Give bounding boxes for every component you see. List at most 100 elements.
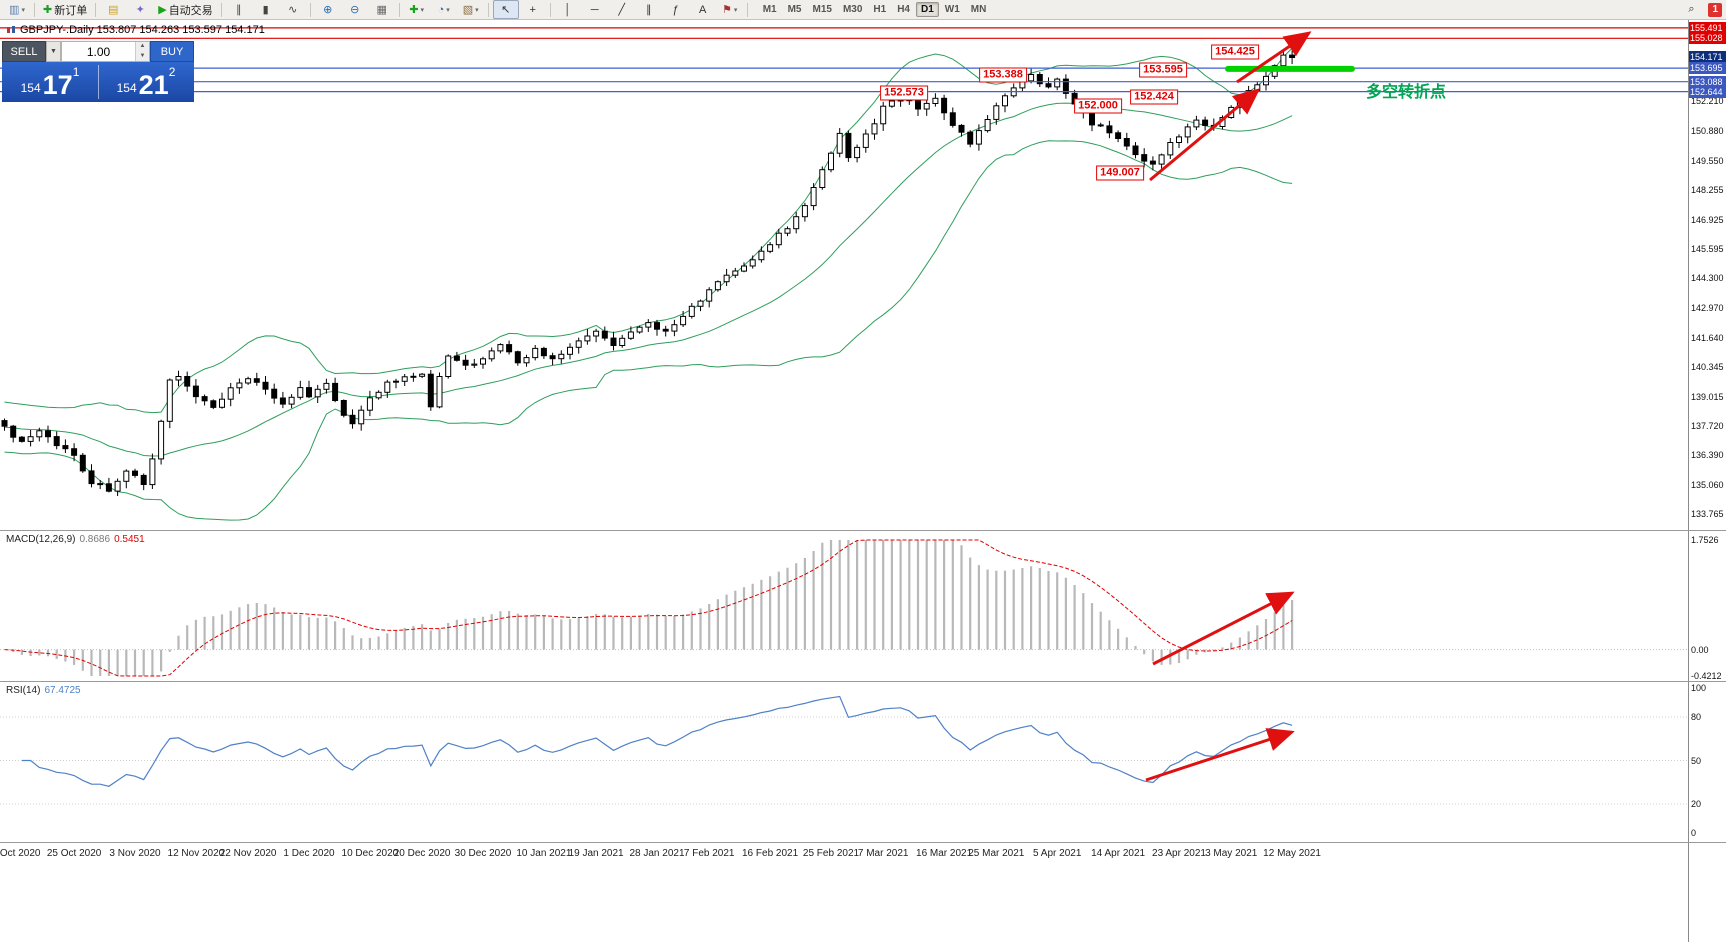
navigator-icon: ✦ [135, 4, 145, 16]
price-label-annotation[interactable]: 152.424 [1130, 89, 1178, 105]
new-order-button[interactable]: ✚ 新订单 [39, 0, 91, 19]
timeframe-d1[interactable]: D1 [916, 2, 939, 17]
time-axis[interactable]: 15 Oct 2020 25 Oct 2020 3 Nov 2020 12 Nov 2… [0, 848, 1321, 859]
pane-separator[interactable] [0, 842, 1726, 843]
timeframe-m30[interactable]: M30 [842, 4, 863, 15]
candle-body [366, 397, 373, 411]
chevron-down-icon: ▾ [475, 6, 479, 14]
timeframe-h1[interactable]: H1 [873, 4, 887, 15]
candle-body [514, 351, 521, 364]
timeframe-m5[interactable]: M5 [787, 4, 802, 15]
trend-arrows[interactable] [1145, 31, 1312, 782]
price-label-annotation[interactable]: 149.007 [1096, 165, 1144, 181]
sell-button[interactable]: SELL [2, 41, 46, 62]
annotation-note[interactable]: 多空转折点 [1366, 84, 1447, 101]
candle-body [1045, 83, 1052, 88]
buy-button[interactable]: BUY [150, 41, 194, 62]
market-watch-button[interactable]: ▤ [100, 0, 126, 19]
price-chart-canvas[interactable]: 15 Oct 2020 25 Oct 2020 3 Nov 2020 12 Nov 2… [0, 20, 1688, 942]
candle-body [636, 326, 643, 333]
price-axis-tag: 152.644 [1689, 85, 1726, 98]
fibonacci-button[interactable]: ƒ [663, 0, 689, 19]
arrows-button[interactable]: ⚑ ▾ [717, 0, 743, 19]
tile-windows-button[interactable]: ▦ [369, 0, 395, 19]
candle-body [340, 400, 347, 416]
candle-body [532, 347, 539, 359]
candle-body [801, 205, 808, 218]
trend-arrow [1152, 591, 1295, 666]
navigator-button[interactable]: ✦ [127, 0, 153, 19]
price-label-annotation[interactable]: 153.388 [979, 67, 1027, 83]
candle-body [497, 344, 504, 352]
pane-separator[interactable] [0, 681, 1726, 682]
indicators-icon: ✚ [409, 4, 419, 16]
price-label-annotation[interactable]: 152.000 [1074, 98, 1122, 114]
autotrading-button[interactable]: ▶ 自动交易 [154, 0, 216, 19]
candle-body [236, 382, 243, 389]
price-axis[interactable]: 152.210 150.880 149.550 148.255 146.925 145.5… [1688, 20, 1726, 942]
volume-input[interactable] [62, 42, 135, 61]
price-axis-tick: 152.210 [1691, 96, 1724, 107]
periods-button[interactable]: ◔ ▾ [431, 0, 457, 19]
volume-down-icon[interactable]: ▼ [136, 51, 149, 61]
candle-body [1141, 154, 1148, 162]
trendline-button[interactable]: ╱ [609, 0, 635, 19]
candle-body [1, 420, 8, 427]
channel-button[interactable]: ∥ [636, 0, 662, 19]
indicators-button[interactable]: ✚ ▾ [404, 0, 430, 19]
price-label-annotation[interactable]: 154.425 [1211, 44, 1259, 60]
timeframe-mn[interactable]: MN [970, 4, 987, 15]
timeframe-m15[interactable]: M15 [812, 4, 832, 15]
candlestick-icon [7, 26, 15, 33]
chevron-down-icon: ▾ [733, 6, 738, 14]
buy-price[interactable]: 154 21 2 [116, 65, 176, 100]
timeframe-m1[interactable]: M1 [762, 4, 777, 15]
date-label: 7 Feb 2021 [684, 848, 735, 859]
date-label: 3 Nov 2020 [109, 848, 161, 859]
candlestick-chart-button[interactable]: ▮ [253, 0, 279, 19]
templates-button[interactable]: ▧ ▾ [458, 0, 484, 19]
candle-body [27, 436, 34, 442]
horizontal-line-button[interactable]: ─ [582, 0, 608, 19]
candle-body [1115, 132, 1122, 140]
line-chart-button[interactable]: ∿ [280, 0, 306, 19]
price-label-annotation[interactable]: 153.595 [1139, 62, 1187, 78]
text-button[interactable]: A [690, 0, 716, 19]
zoom-out-icon: ⊖ [350, 4, 360, 16]
pane-separator[interactable] [0, 530, 1726, 531]
candle-body [45, 430, 51, 438]
candle-body [1289, 54, 1296, 58]
crosshair-icon: + [529, 3, 536, 16]
candle-body [262, 381, 269, 390]
date-label: 22 Nov 2020 [220, 848, 277, 859]
price-label-annotation[interactable]: 152.573 [880, 85, 928, 101]
crosshair-button[interactable]: + [520, 0, 546, 19]
volume-stepper[interactable]: ▲ ▼ [135, 42, 149, 61]
sell-price[interactable]: 154 17 1 [20, 65, 80, 100]
candle-body [697, 300, 704, 307]
candle-body [53, 436, 60, 447]
timeframe-h4[interactable]: H4 [897, 4, 910, 15]
candle-body [158, 420, 165, 460]
search-button[interactable]: ⌕ [1688, 3, 1695, 15]
new-chart-button[interactable]: ▥ ▾ [4, 0, 30, 19]
fibonacci-icon: ƒ [672, 3, 679, 16]
candle-body [941, 97, 948, 114]
timeframe-w1[interactable]: W1 [944, 4, 960, 15]
price-axis-tick: 141.640 [1691, 332, 1724, 343]
candle-body [1149, 160, 1156, 165]
candle-body [949, 112, 956, 126]
notification-badge[interactable]: 1 [1708, 2, 1722, 17]
trade-menu-caret[interactable]: ▼ [46, 41, 61, 62]
volume-up-icon[interactable]: ▲ [136, 42, 149, 52]
vertical-line-button[interactable]: │ [555, 0, 581, 19]
zoom-out-button[interactable]: ⊖ [342, 0, 368, 19]
price-axis-tick: 140.345 [1691, 361, 1724, 372]
zoom-in-button[interactable]: ⊕ [315, 0, 341, 19]
horizontal-line-objects[interactable] [0, 27, 1688, 93]
cursor-button[interactable]: ↖ [492, 0, 519, 19]
price-axis-tick: 149.550 [1691, 155, 1724, 166]
toolbar-separator [746, 2, 748, 17]
bar-chart-button[interactable]: ∥ [226, 0, 252, 19]
